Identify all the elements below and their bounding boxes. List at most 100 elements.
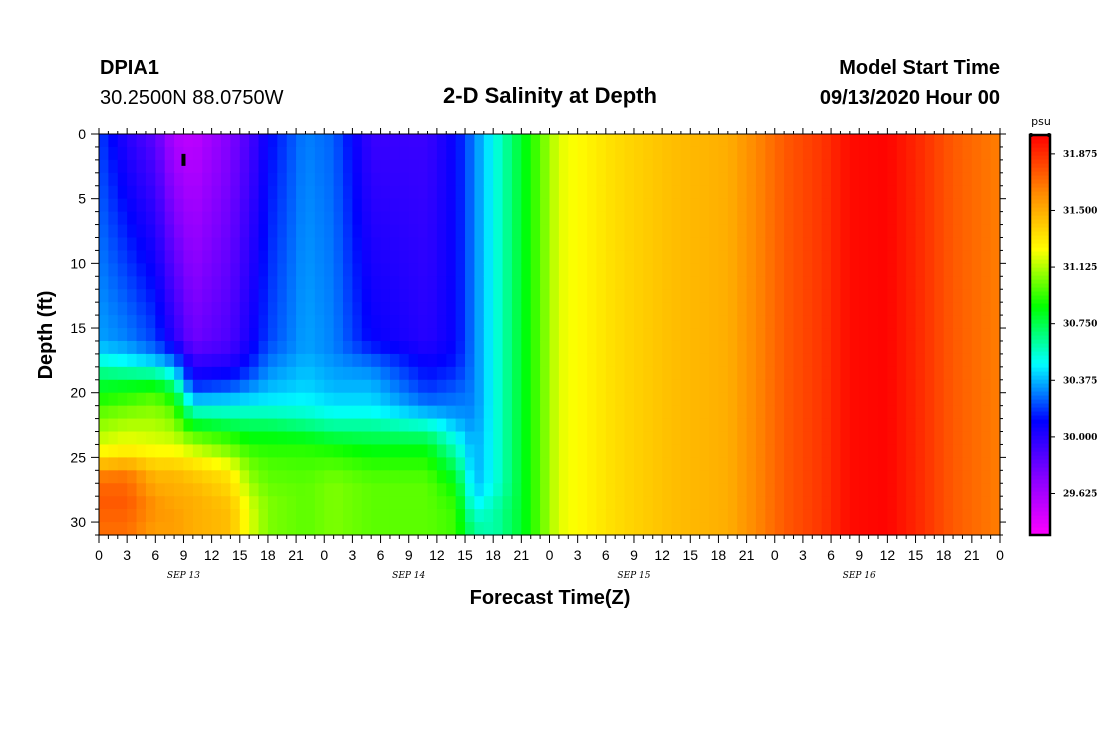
- heatmap-cell: [502, 340, 513, 355]
- heatmap-cell: [155, 250, 166, 264]
- heatmap-cell: [117, 159, 128, 174]
- heatmap-cell: [521, 159, 532, 174]
- heatmap-cell: [389, 315, 400, 329]
- heatmap-cell: [117, 237, 128, 252]
- heatmap-cell: [727, 159, 738, 174]
- heatmap-cell: [324, 496, 335, 510]
- heatmap-cell: [408, 328, 419, 342]
- heatmap-cell: [981, 328, 992, 342]
- heatmap-cell: [699, 444, 710, 458]
- heatmap-cell: [145, 392, 156, 407]
- heatmap-cell: [211, 340, 222, 355]
- heatmap-cell: [267, 522, 278, 536]
- heatmap-cell: [962, 405, 973, 420]
- heatmap-cell: [774, 315, 785, 329]
- heatmap-cell: [474, 185, 485, 200]
- heatmap-cell: [117, 302, 128, 316]
- heatmap-cell: [164, 509, 175, 523]
- heatmap-cell: [436, 483, 447, 497]
- heatmap-cell: [521, 263, 532, 277]
- heatmap-cell: [221, 134, 231, 148]
- heatmap-cell: [718, 159, 729, 174]
- heatmap-cell: [305, 418, 316, 433]
- heatmap-cell: [108, 340, 119, 355]
- heatmap-cell: [277, 302, 288, 316]
- heatmap-cell: [690, 340, 701, 355]
- heatmap-cell: [577, 522, 588, 536]
- heatmap-cell: [671, 366, 682, 381]
- colorbar-segment: [1030, 219, 1050, 224]
- heatmap-cell: [699, 483, 710, 497]
- heatmap-cell: [793, 418, 804, 433]
- heatmap-cell: [680, 353, 691, 368]
- heatmap-cell: [784, 250, 795, 264]
- heatmap-cell: [389, 237, 400, 252]
- heatmap-cell: [831, 405, 842, 420]
- heatmap-cell: [821, 470, 832, 484]
- heatmap-cell: [99, 522, 109, 536]
- heatmap-cell: [324, 185, 335, 200]
- heatmap-cell: [474, 522, 485, 536]
- heatmap-cell: [662, 431, 673, 446]
- heatmap-cell: [643, 470, 654, 484]
- heatmap-cell: [399, 315, 410, 329]
- heatmap-cell: [868, 509, 879, 523]
- heatmap-cell: [793, 405, 804, 420]
- heatmap-cell: [943, 405, 954, 420]
- heatmap-cell: [145, 276, 156, 290]
- heatmap-cell: [202, 250, 213, 264]
- heatmap-cell: [906, 276, 917, 290]
- heatmap-cell: [784, 366, 795, 381]
- heatmap-cell: [577, 444, 588, 458]
- heatmap-cell: [333, 159, 344, 174]
- heatmap-cell: [192, 366, 203, 381]
- heatmap-cell: [859, 457, 870, 471]
- heatmap-cell: [962, 431, 973, 446]
- heatmap-cell: [831, 379, 842, 394]
- heatmap-cell: [877, 522, 888, 536]
- heatmap-cell: [324, 366, 335, 381]
- heatmap-cell: [314, 431, 325, 446]
- heatmap-cell: [755, 237, 766, 252]
- heatmap-cell: [530, 315, 541, 329]
- heatmap-cell: [277, 392, 288, 407]
- heatmap-cell: [136, 470, 147, 484]
- heatmap-cell: [164, 146, 175, 161]
- heatmap-cell: [821, 405, 832, 420]
- heatmap-cell: [718, 366, 729, 381]
- heatmap-cell: [915, 315, 926, 329]
- heatmap-cell: [511, 405, 522, 420]
- heatmap-cell: [587, 444, 598, 458]
- heatmap-cell: [380, 159, 391, 174]
- heatmap-cell: [399, 340, 410, 355]
- heatmap-cell: [690, 302, 701, 316]
- heatmap-cell: [361, 315, 372, 329]
- heatmap-cell: [568, 237, 579, 252]
- heatmap-cell: [624, 379, 635, 394]
- heatmap-cell: [784, 289, 795, 303]
- heatmap-cell: [174, 263, 185, 277]
- heatmap-cell: [277, 379, 288, 394]
- heatmap-cell: [427, 172, 438, 187]
- heatmap-cell: [690, 159, 701, 174]
- heatmap-cell: [784, 198, 795, 213]
- heatmap-cell: [680, 366, 691, 381]
- heatmap-cell: [136, 172, 147, 187]
- heatmap-cell: [127, 522, 138, 536]
- heatmap-cell: [849, 340, 860, 355]
- heatmap-cell: [221, 289, 231, 303]
- heatmap-cell: [211, 431, 222, 446]
- heatmap-cell: [746, 159, 757, 174]
- heatmap-cell: [202, 315, 213, 329]
- heatmap-cell: [802, 366, 813, 381]
- heatmap-cell: [540, 392, 551, 407]
- heatmap-cell: [333, 211, 344, 226]
- heatmap-cell: [136, 185, 147, 200]
- heatmap-cell: [568, 302, 579, 316]
- heatmap-cell: [436, 159, 447, 174]
- heatmap-cell: [821, 522, 832, 536]
- heatmap-cell: [831, 340, 842, 355]
- heatmap-cell: [868, 224, 879, 239]
- heatmap-cell: [981, 340, 992, 355]
- heatmap-cell: [427, 392, 438, 407]
